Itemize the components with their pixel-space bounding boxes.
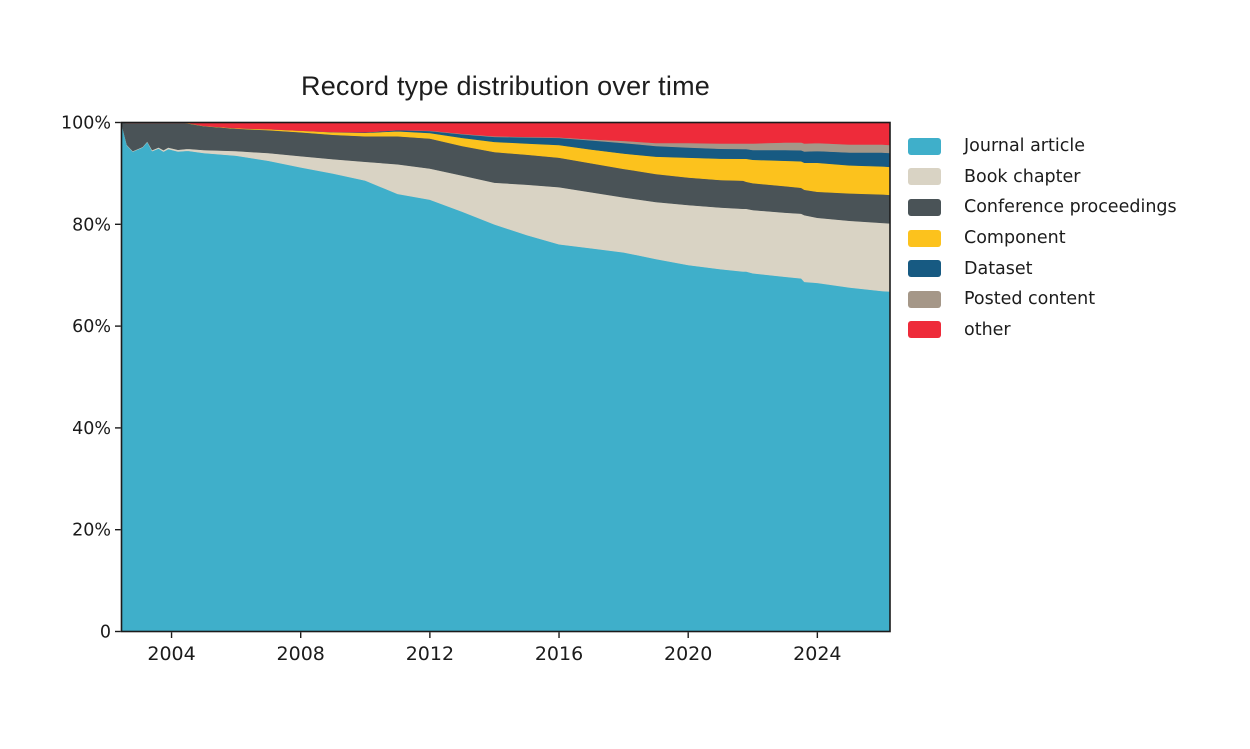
legend-swatch-icon	[908, 229, 941, 247]
legend-item-book-chapter: Book chapter	[908, 162, 1177, 193]
legend-item-other: other	[908, 315, 1177, 346]
legend-label: Conference proceedings	[964, 197, 1177, 218]
y-tick-label: 60%	[72, 317, 111, 337]
legend-item-journal-article: Journal article	[908, 131, 1177, 162]
y-tick-label: 80%	[72, 215, 111, 235]
x-tick-label: 2020	[664, 643, 712, 665]
x-tick-label: 2012	[406, 643, 454, 665]
legend-label: Component	[964, 228, 1066, 249]
x-tick-label: 2004	[147, 643, 195, 665]
chart-title: Record type distribution over time	[301, 71, 710, 101]
legend-label: Posted content	[964, 289, 1096, 310]
legend-item-dataset: Dataset	[908, 253, 1177, 284]
legend-item-component: Component	[908, 223, 1177, 254]
legend-swatch-icon	[908, 198, 941, 216]
plot-border	[120, 121, 891, 633]
legend-label: Journal article	[964, 136, 1085, 157]
x-tick-label: 2008	[277, 643, 325, 665]
y-tick-label: 0	[100, 623, 111, 643]
y-tick-label: 100%	[61, 114, 111, 134]
legend-swatch-icon	[908, 290, 941, 308]
legend-label: other	[964, 319, 1011, 340]
legend-swatch-icon	[908, 168, 941, 186]
legend-label: Dataset	[964, 258, 1033, 279]
y-tick-label: 20%	[72, 521, 111, 541]
x-tick-label: 2016	[535, 643, 583, 665]
x-tick-label: 2024	[793, 643, 841, 665]
y-tick-label: 40%	[72, 419, 111, 439]
legend-swatch-icon	[908, 137, 941, 155]
legend: Journal article Book chapter Conference pr…	[908, 131, 1177, 345]
legend-item-conference-proceedings: Conference proceedings	[908, 192, 1177, 223]
legend-swatch-icon	[908, 260, 941, 278]
legend-swatch-icon	[908, 321, 941, 339]
legend-label: Book chapter	[964, 166, 1081, 187]
legend-item-posted-content: Posted content	[908, 284, 1177, 315]
